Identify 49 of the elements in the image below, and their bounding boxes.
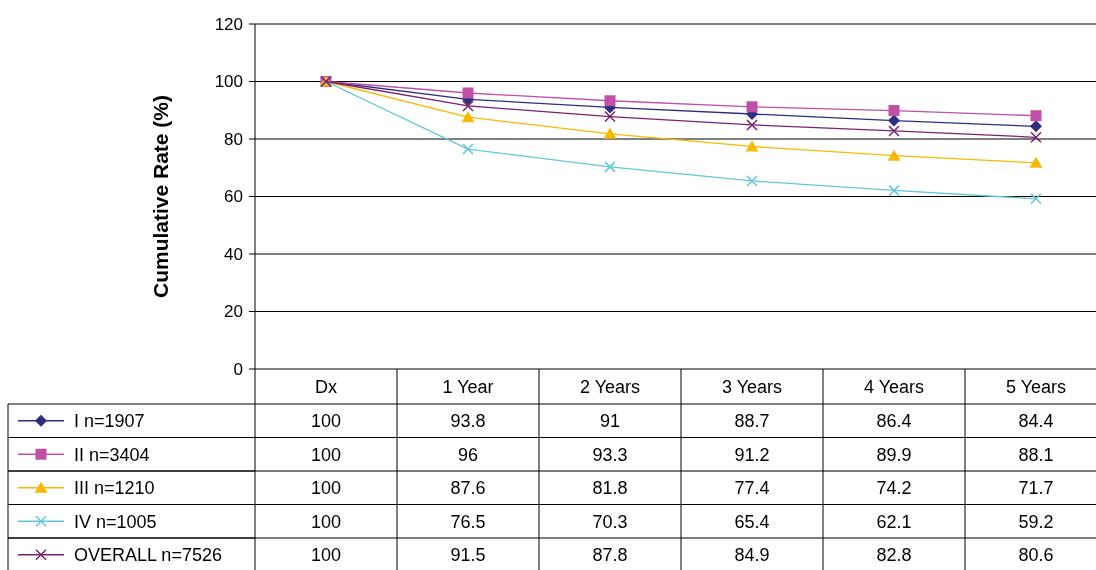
data-label: 88.1 — [1018, 444, 1054, 465]
data-label: 71.7 — [1018, 478, 1054, 499]
y-tick-label: 60 — [224, 187, 243, 207]
y-tick-label: 20 — [224, 302, 243, 322]
data-label: 96 — [457, 444, 479, 465]
y-tick-label: 100 — [214, 72, 243, 92]
data-label: 91.5 — [450, 545, 486, 566]
data-label: 89.9 — [876, 444, 912, 465]
data-label: 88.7 — [734, 411, 770, 432]
data-label: 76.5 — [450, 511, 486, 532]
y-tick-label: 80 — [224, 129, 243, 149]
data-label: 87.6 — [450, 478, 486, 499]
data-label: 81.8 — [592, 478, 628, 499]
x-tick-label: 3 Years — [721, 376, 783, 397]
data-label: 86.4 — [876, 411, 912, 432]
x-tick-label: 5 Years — [1005, 376, 1067, 397]
legend-label: I n=1907 — [74, 411, 145, 432]
data-label: 84.9 — [734, 545, 770, 566]
data-label: 91 — [599, 411, 621, 432]
data-label: 93.8 — [450, 411, 486, 432]
data-label: 100 — [310, 444, 342, 465]
legend-label: II n=3404 — [74, 444, 150, 465]
y-tick-label: 120 — [214, 14, 243, 34]
data-label: 74.2 — [876, 478, 912, 499]
x-tick-label: Dx — [315, 376, 337, 397]
legend-label: OVERALL n=7526 — [74, 545, 222, 566]
data-label: 87.8 — [592, 545, 628, 566]
legend-label: III n=1210 — [74, 478, 155, 499]
y-tick-label: 40 — [224, 244, 243, 264]
y-axis-title: Cumulative Rate (%) — [149, 94, 172, 299]
data-label: 91.2 — [734, 444, 770, 465]
legend-label: IV n=1005 — [74, 511, 157, 532]
data-label: 62.1 — [876, 511, 912, 532]
data-label: 82.8 — [876, 545, 912, 566]
data-label: 100 — [310, 411, 342, 432]
y-tick-label: 0 — [233, 359, 243, 379]
x-tick-label: 1 Year — [442, 376, 494, 397]
data-label: 100 — [310, 478, 342, 499]
data-label: 70.3 — [592, 511, 628, 532]
data-label: 100 — [310, 511, 342, 532]
data-label: 59.2 — [1018, 511, 1054, 532]
data-label: 84.4 — [1018, 411, 1054, 432]
data-label: 77.4 — [734, 478, 770, 499]
data-label: 80.6 — [1018, 545, 1054, 566]
x-tick-label: 4 Years — [863, 376, 925, 397]
x-tick-label: 2 Years — [579, 376, 641, 397]
data-label: 100 — [310, 545, 342, 566]
data-label: 93.3 — [592, 444, 628, 465]
data-label: 65.4 — [734, 511, 770, 532]
